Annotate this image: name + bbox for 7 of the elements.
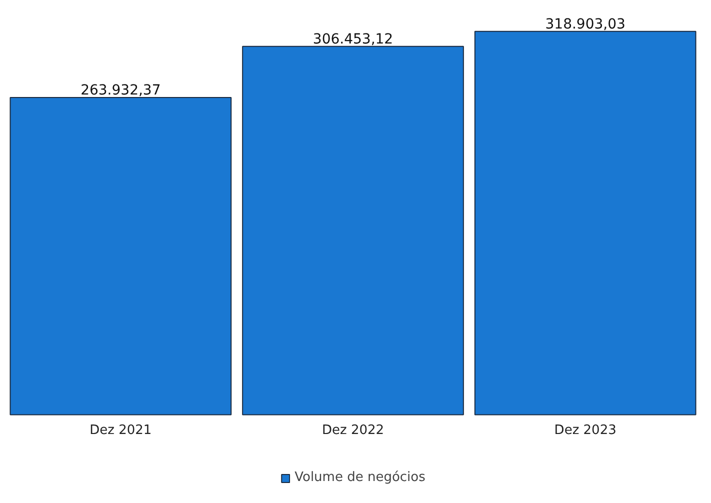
x-tick-label: Dez 2021: [90, 422, 152, 438]
x-tick-label: Dez 2022: [322, 422, 384, 438]
data-label: 306.453,12: [312, 31, 394, 48]
data-label: 318.903,03: [545, 16, 626, 32]
x-tick-label: Dez 2023: [554, 422, 616, 438]
data-label: 263.932,37: [80, 82, 161, 98]
legend-label: Volume de negócios: [294, 470, 426, 485]
